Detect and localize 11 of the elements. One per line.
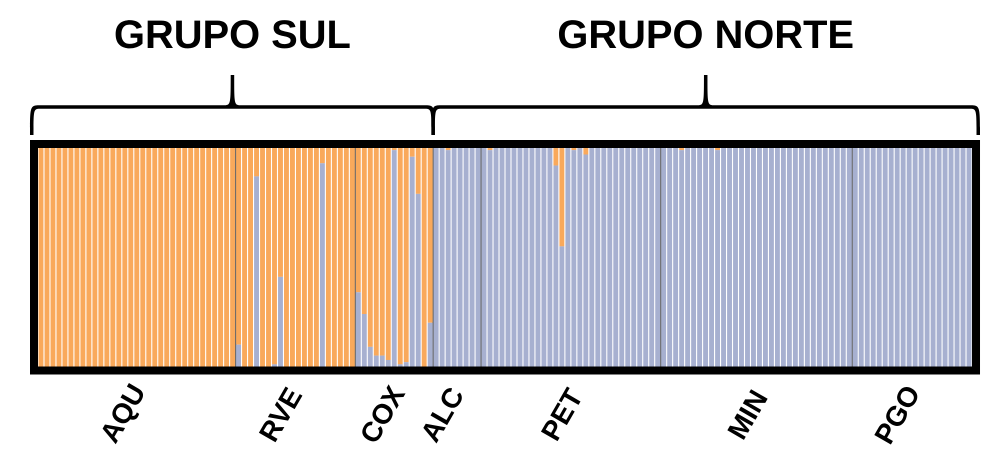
bar [488,148,492,150]
bar [446,148,451,150]
text: GRUPO NORTE [559,20,852,48]
bar [254,176,259,366]
bar [583,148,588,155]
bar [320,163,325,366]
text: GRUPO SUL [116,20,350,48]
bar [679,148,684,150]
bar [571,148,576,150]
bar [715,148,720,150]
bar [236,344,242,366]
